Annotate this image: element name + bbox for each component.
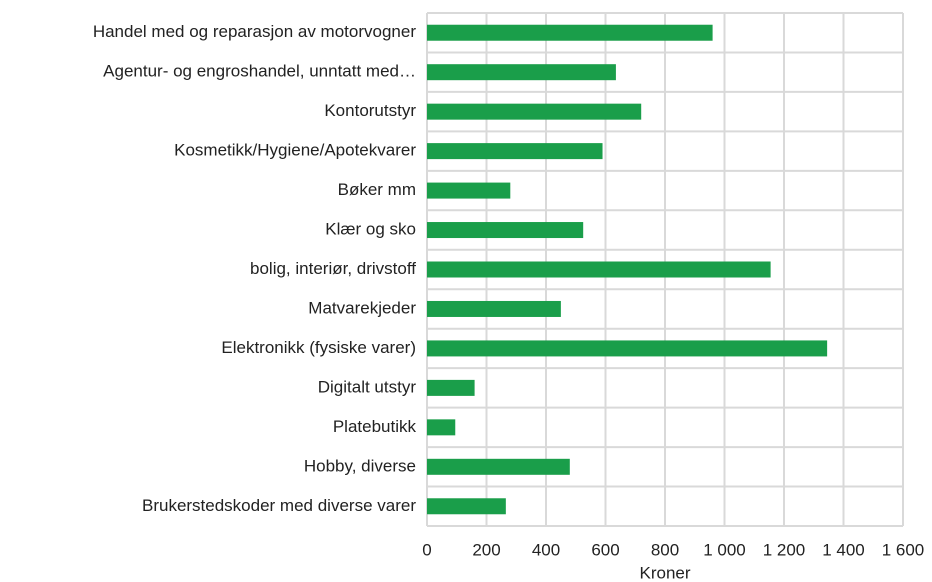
y-tick-label: Agentur- og engroshandel, unntatt med… [103, 62, 416, 81]
y-tick-label: Klær og sko [325, 220, 416, 239]
bar [427, 379, 475, 396]
bar [427, 419, 456, 436]
y-tick-label: Hobby, diverse [304, 456, 416, 475]
x-tick-label: 1 600 [882, 540, 925, 559]
y-tick-label: Digitalt utstyr [318, 377, 417, 396]
bar [427, 143, 603, 160]
y-tick-label: Kosmetikk/Hygiene/Apotekvarer [174, 141, 416, 160]
x-tick-label: 800 [651, 540, 679, 559]
x-tick-label: 600 [591, 540, 619, 559]
x-tick-label: 1 000 [703, 540, 746, 559]
bar [427, 300, 561, 317]
y-tick-label: Brukerstedskoder med diverse varer [142, 496, 416, 515]
bar [427, 222, 584, 239]
x-axis-title: Kroner [639, 563, 690, 582]
bar [427, 458, 570, 475]
bar [427, 24, 713, 41]
x-tick-label: 1 200 [763, 540, 806, 559]
y-tick-label: Platebutikk [333, 417, 417, 436]
y-tick-label: Bøker mm [338, 180, 416, 199]
bar [427, 261, 771, 278]
bar [427, 103, 642, 120]
x-tick-label: 200 [472, 540, 500, 559]
bar [427, 182, 511, 199]
y-tick-label: bolig, interiør, drivstoff [250, 259, 416, 278]
y-tick-label: Matvarekjeder [308, 298, 416, 317]
x-tick-label: 0 [422, 540, 431, 559]
y-tick-label: Handel med og reparasjon av motorvogner [93, 22, 417, 41]
bar [427, 498, 506, 515]
x-tick-label: 400 [532, 540, 560, 559]
y-tick-label: Elektronikk (fysiske varer) [221, 338, 416, 357]
y-tick-label: Kontorutstyr [324, 101, 416, 120]
bar [427, 64, 616, 81]
x-tick-label: 1 400 [822, 540, 865, 559]
bar [427, 340, 828, 357]
